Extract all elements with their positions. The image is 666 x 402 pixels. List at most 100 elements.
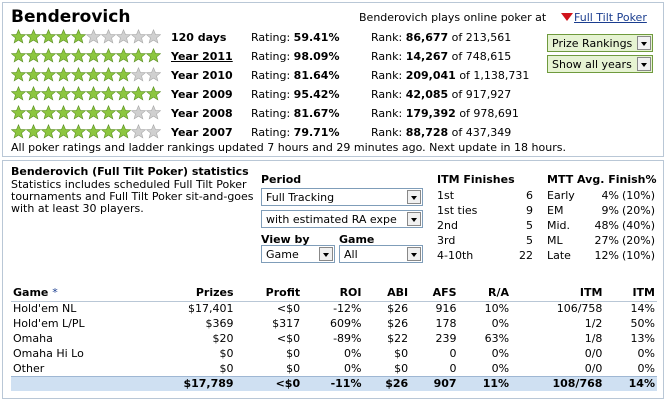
star-icon — [41, 67, 56, 82]
cell-profit: $0 — [286, 361, 301, 375]
rank-value: Rank: 209,041 of 1,138,731 — [371, 69, 530, 82]
cell-itm: 1/2 — [584, 317, 603, 330]
star-icon — [86, 105, 101, 120]
rating-value: Rating: 98.09% — [251, 50, 340, 63]
star-icon — [131, 29, 146, 44]
cell-prizes: $369 — [205, 317, 234, 330]
show-all-years-select[interactable]: Show all years — [547, 55, 653, 73]
star-icon — [86, 48, 101, 63]
cell-prizes: $0 — [219, 361, 234, 375]
rating-period-label: Year 2010 — [171, 69, 233, 82]
rating-value: Rating: 59.41% — [251, 31, 340, 44]
estimate-value: with estimated RA expe — [266, 213, 397, 226]
star-icon — [101, 86, 116, 101]
total-abi: $26 — [363, 375, 411, 391]
cell-itm: 1/8 — [584, 332, 603, 345]
cell-itm_pct: 50% — [630, 317, 655, 330]
rank-value: Rank: 88,728 of 437,349 — [371, 126, 512, 139]
star-icon — [11, 86, 26, 101]
player-name: Benderovich — [11, 7, 131, 27]
star-icon — [101, 48, 116, 63]
cell-profit: <$0 — [276, 302, 301, 316]
chevron-down-icon — [637, 36, 651, 50]
list-item: ML 27% (20%) — [547, 234, 655, 247]
star-icon — [56, 67, 71, 82]
game-name: Hold'em L/PL — [13, 317, 85, 330]
header-afs[interactable]: AFS — [410, 285, 459, 302]
rank-value: Rank: 14,267 of 748,615 — [371, 50, 512, 63]
star-icon — [131, 86, 146, 101]
rating-row: Year 2007 Rating: 79.71% Rank: 88,728 of 4… — [11, 124, 551, 142]
cell-itm_pct: 0% — [637, 347, 655, 360]
star-icon — [26, 124, 41, 139]
rating-period-label: Year 2008 — [171, 107, 233, 120]
header-itm-pct[interactable]: ITM — [604, 285, 657, 302]
rank-value: Rank: 42,085 of 917,927 — [371, 88, 512, 101]
cell-itm_pct: 0% — [637, 361, 655, 375]
header-ra[interactable]: R/A — [458, 285, 512, 302]
star-icon — [71, 67, 86, 82]
viewby-select[interactable]: Game — [261, 245, 335, 263]
header-abi[interactable]: ABI — [363, 285, 411, 302]
star-icon — [26, 67, 41, 82]
rating-stars — [11, 67, 161, 82]
table-row: Omaha $20 <$0 -89% $22 239 63% 1/8 13% — [11, 331, 657, 346]
ratings-panel: Benderovich Benderovich plays online pok… — [2, 2, 664, 157]
game-select[interactable]: All — [339, 245, 423, 263]
rating-stars — [11, 86, 161, 101]
rating-period-label[interactable]: Year 2011 — [171, 50, 233, 63]
cell-ra: 0% — [491, 347, 510, 360]
cell-ra: 0% — [491, 361, 510, 375]
game-label: Game — [339, 233, 375, 246]
rating-stars — [11, 105, 161, 120]
update-note: All poker ratings and ladder rankings up… — [11, 141, 566, 154]
star-icon — [116, 67, 131, 82]
game-name: Omaha — [13, 332, 53, 345]
star-icon — [71, 105, 86, 120]
rating-stars — [11, 124, 161, 139]
header-profit[interactable]: Profit — [235, 285, 303, 302]
star-icon — [146, 105, 161, 120]
star-icon — [41, 48, 56, 63]
header-roi[interactable]: ROI — [302, 285, 364, 302]
star-icon — [41, 124, 56, 139]
stats-title: Benderovich (Full Tilt Poker) statistics — [11, 165, 249, 178]
star-icon — [131, 67, 146, 82]
star-icon — [101, 67, 116, 82]
list-item: 1st 6 — [437, 189, 533, 202]
star-icon — [71, 48, 86, 63]
rating-row: 120 days Rating: 59.41% Rank: 86,677 of 21… — [11, 29, 551, 47]
rating-value: Rating: 81.64% — [251, 69, 340, 82]
star-icon — [116, 124, 131, 139]
rating-value: Rating: 81.67% — [251, 107, 340, 120]
cell-afs: 239 — [435, 332, 457, 345]
header-game[interactable]: Game * — [11, 285, 142, 302]
statistics-panel: Benderovich (Full Tilt Poker) statistics… — [2, 160, 664, 399]
star-icon — [131, 124, 146, 139]
list-item: EM 9% (20%) — [547, 204, 655, 217]
star-icon — [86, 29, 101, 44]
star-icon — [11, 124, 26, 139]
star-icon — [56, 86, 71, 101]
star-icon — [11, 29, 26, 44]
table-row: Hold'em L/PL $369 $317 609% $26 178 0% 1/2 50% — [11, 316, 657, 331]
star-icon — [146, 48, 161, 63]
show-all-years-label: Show all years — [552, 58, 632, 71]
list-item: Late 12% (10%) — [547, 249, 655, 262]
table-row: Omaha Hi Lo $0 $0 0% $0 0 0% 0/0 0% — [11, 346, 657, 361]
rank-value: Rank: 86,677 of 213,561 — [371, 31, 512, 44]
period-select[interactable]: Full Tracking — [261, 188, 423, 206]
prize-rankings-select[interactable]: Prize Rankings — [547, 34, 653, 52]
cell-ra: 0% — [491, 317, 510, 330]
header-itm[interactable]: ITM — [511, 285, 605, 302]
site-link[interactable]: Full Tilt Poker — [574, 11, 647, 24]
star-icon — [101, 105, 116, 120]
rating-row: Year 2009 Rating: 95.42% Rank: 42,085 of 9… — [11, 86, 551, 104]
mtt-title: MTT Avg. Finish% — [547, 173, 657, 186]
star-icon — [86, 86, 101, 101]
star-icon — [86, 67, 101, 82]
estimate-select[interactable]: with estimated RA expe — [261, 210, 423, 228]
cell-abi: $0 — [394, 361, 409, 375]
star-icon — [146, 29, 161, 44]
header-prizes[interactable]: Prizes — [141, 285, 236, 302]
